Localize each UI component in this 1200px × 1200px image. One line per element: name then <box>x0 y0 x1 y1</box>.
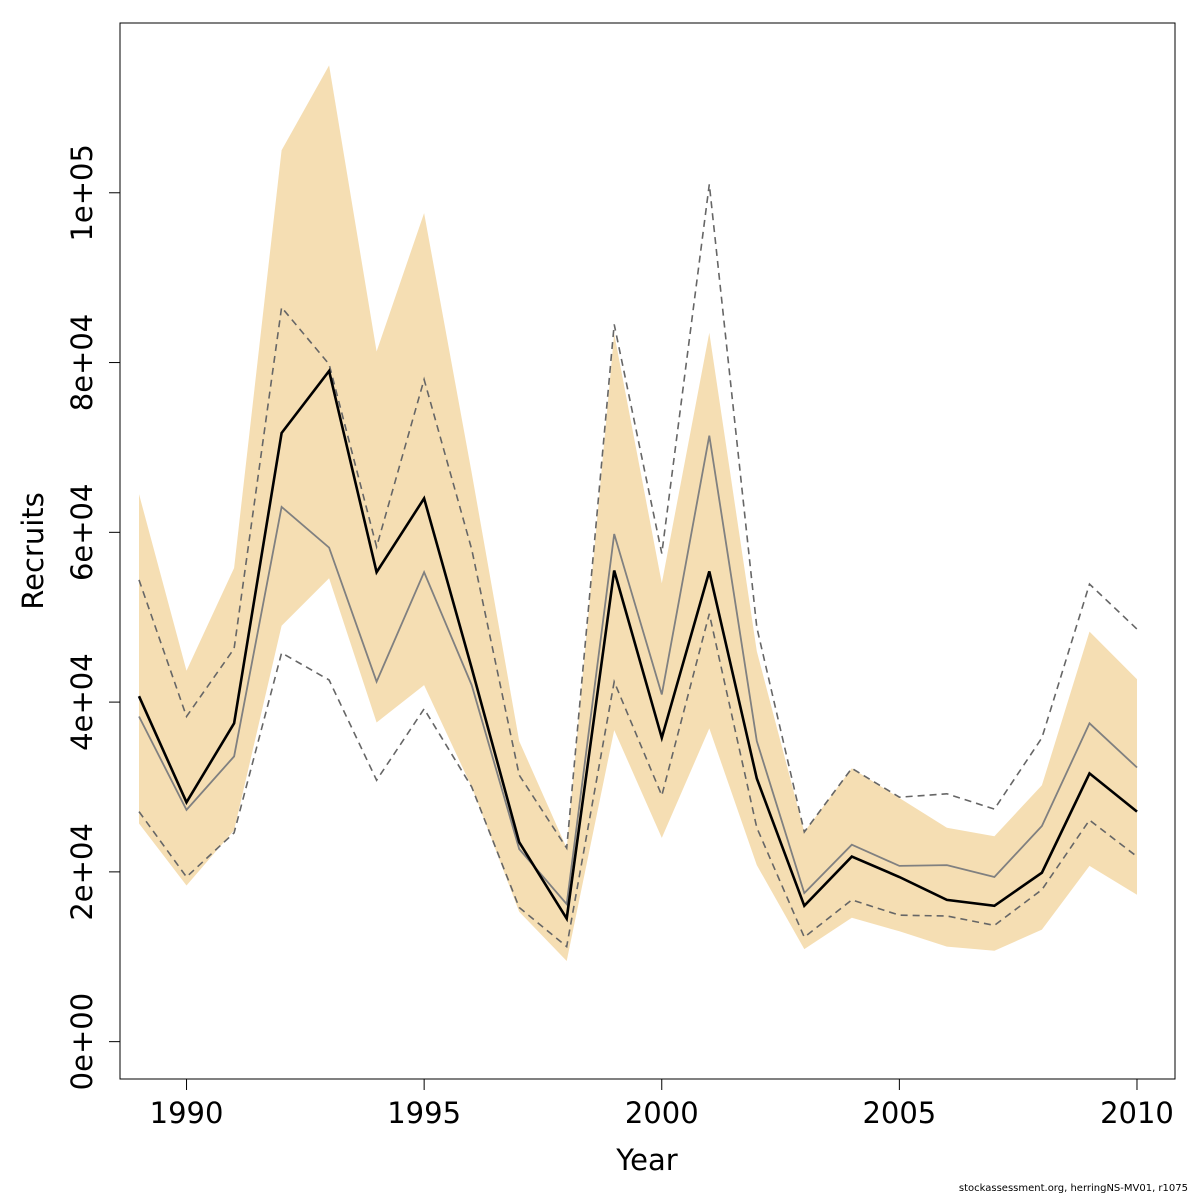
x-tick-label: 2000 <box>625 1096 699 1130</box>
footer-note: stockassessment.org, herringNS-MV01, r10… <box>958 1183 1188 1194</box>
series-line-upper-dashed <box>138 184 1138 851</box>
y-tick-label: 6e+04 <box>65 484 99 582</box>
series-line-gray <box>138 435 1138 907</box>
x-axis: 1990 1995 2000 2005 2010 <box>150 1079 1174 1130</box>
x-tick-label: 1990 <box>150 1096 224 1130</box>
plot-frame <box>119 22 1176 1080</box>
y-axis: 0e+00 2e+04 4e+04 6e+04 8e+04 1e+05 <box>65 144 120 1090</box>
y-tick-label: 4e+04 <box>65 653 99 751</box>
plot-area <box>137 65 1138 961</box>
x-tick-label: 1995 <box>387 1096 461 1130</box>
x-axis-label: Year <box>615 1143 677 1177</box>
x-tick-label: 2010 <box>1100 1096 1174 1130</box>
y-tick-label: 0e+00 <box>65 993 99 1091</box>
y-tick-label: 2e+04 <box>65 823 99 921</box>
y-tick-label: 1e+05 <box>65 144 99 242</box>
x-tick-label: 2005 <box>862 1096 936 1130</box>
y-axis-label: Recruits <box>16 492 50 609</box>
series-line-black <box>137 368 1138 923</box>
confidence-band <box>139 65 1137 961</box>
y-tick-label: 8e+04 <box>65 314 99 412</box>
